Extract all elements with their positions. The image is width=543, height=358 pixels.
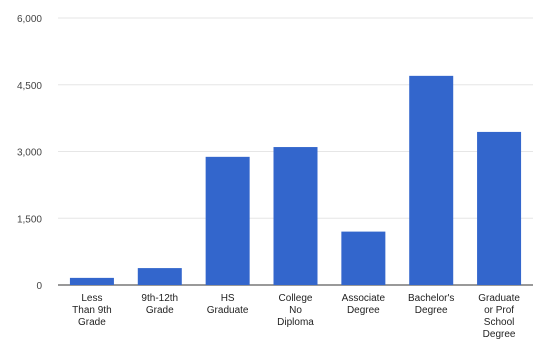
bar	[69, 277, 114, 285]
x-category-label: Associate Degree	[342, 293, 386, 316]
y-tick-label: 1,500	[17, 214, 42, 225]
x-category-label: Less Than 9th Grade	[72, 293, 111, 328]
bar	[409, 75, 454, 285]
bars	[69, 75, 522, 285]
x-category-label: Bachelor's Degree	[408, 293, 454, 316]
bar	[477, 131, 522, 285]
y-tick-label: 4,500	[17, 81, 42, 92]
y-axis-tick-labels: 0 1,500 3,000 4,500 6,000	[17, 14, 42, 292]
y-tick-label: 3,000	[17, 148, 42, 159]
bar	[273, 147, 318, 285]
x-category-label: College No Diploma	[277, 293, 314, 328]
x-category-label: 9th-12th Grade	[141, 293, 178, 316]
bar	[205, 156, 250, 285]
x-category-label: HS Graduate	[207, 293, 249, 316]
bar	[341, 231, 386, 285]
x-category-label: Graduate or Prof School Degree	[478, 293, 520, 340]
x-axis-category-labels: Less Than 9th Grade 9th-12th Grade HS Graduate…	[72, 293, 520, 340]
y-tick-label: 6,000	[17, 14, 42, 25]
bar	[137, 268, 182, 285]
y-tick-label: 0	[36, 281, 42, 292]
